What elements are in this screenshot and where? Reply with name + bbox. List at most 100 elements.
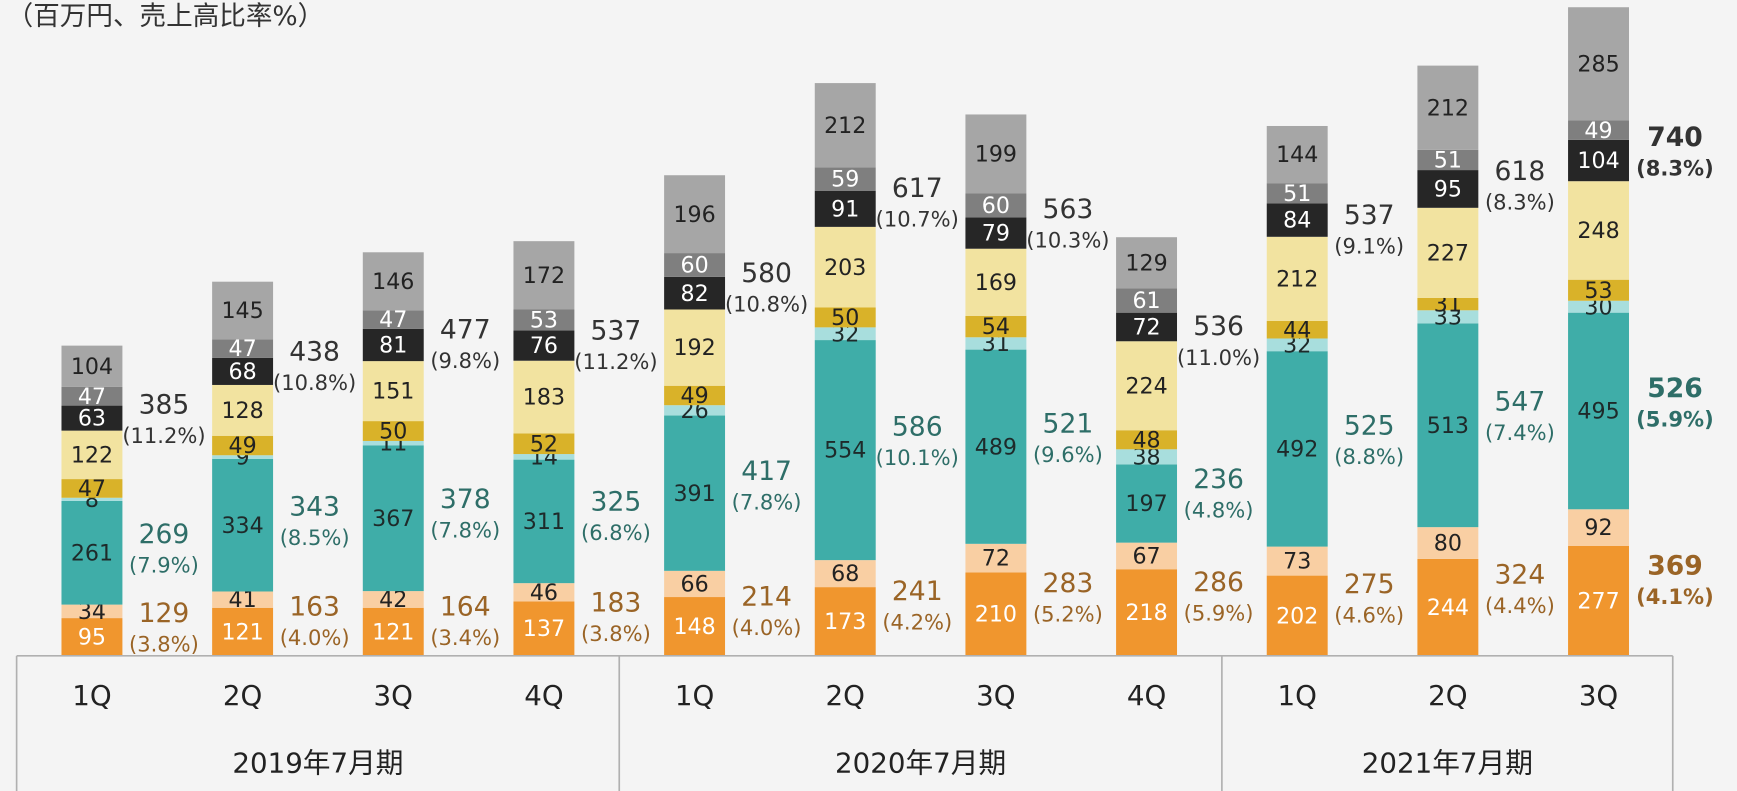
segment-label: 218	[1125, 600, 1167, 626]
group-ratio: (4.0%)	[280, 625, 350, 650]
segment-label: 61	[1132, 288, 1160, 314]
segment-label: 128	[221, 398, 263, 424]
segment-label: 212	[824, 113, 866, 139]
segment-label: 84	[1283, 208, 1311, 234]
bar-segment	[1417, 207, 1479, 298]
bar-segment	[965, 572, 1027, 656]
group-ratio: (11.0%)	[1177, 345, 1260, 370]
bar-segment	[61, 345, 123, 387]
bar-segment	[664, 570, 726, 598]
group-ratio: (8.3%)	[1485, 189, 1555, 214]
segment-label: 50	[379, 419, 407, 445]
bar-segment	[965, 248, 1027, 316]
bar-segment	[61, 618, 123, 656]
segment-label: 67	[1132, 544, 1160, 570]
group-total: 521	[1043, 409, 1094, 440]
x-tick-label: 3Q	[976, 679, 1015, 712]
segment-label: 212	[1427, 95, 1469, 121]
x-tick-label: 4Q	[524, 679, 563, 712]
group-total: 547	[1495, 387, 1546, 418]
segment-label: 80	[1434, 531, 1462, 557]
group-total: 477	[440, 315, 491, 346]
bar-segment	[664, 597, 726, 656]
bar-segment	[362, 328, 424, 362]
bar-segment	[362, 310, 424, 329]
segment-label: 285	[1577, 51, 1619, 77]
bar-segment	[513, 583, 575, 602]
bar-segment	[1266, 236, 1328, 322]
segment-label: 261	[71, 540, 113, 566]
bar-segment	[1417, 170, 1479, 208]
group-total: 369	[1647, 551, 1702, 582]
group-total: 236	[1193, 464, 1244, 495]
bar-segment	[1266, 338, 1328, 352]
group-ratio: (3.4%)	[430, 625, 500, 650]
segment-label: 202	[1276, 603, 1318, 629]
bar-segment	[1116, 312, 1178, 342]
group-ratio: (9.8%)	[430, 348, 500, 373]
bar-segment	[1568, 181, 1629, 280]
bar-segment	[61, 430, 123, 480]
bar-segment	[664, 309, 726, 386]
group-total: 283	[1043, 568, 1094, 599]
bar-segment	[362, 421, 424, 441]
segment-label: 121	[221, 619, 263, 645]
bar-segment	[1417, 149, 1479, 171]
segment-label: 53	[530, 308, 558, 334]
group-total: 563	[1043, 194, 1094, 225]
bar-segment	[1116, 288, 1178, 313]
group-total: 286	[1193, 567, 1244, 598]
group-ratio: (7.9%)	[129, 553, 199, 578]
segment-label: 72	[982, 546, 1010, 572]
segment-label: 49	[229, 433, 257, 459]
segment-label: 172	[523, 263, 565, 289]
bar-segment	[1568, 120, 1629, 140]
bar-segment	[814, 83, 876, 168]
x-tick-label: 2Q	[826, 679, 865, 712]
bar-segment	[1568, 139, 1629, 182]
bar-segment	[1116, 341, 1178, 431]
segment-label: 334	[221, 513, 263, 539]
group-total: 536	[1193, 311, 1244, 342]
segment-label: 197	[1125, 491, 1167, 517]
segment-label: 48	[1132, 427, 1160, 453]
group-ratio: (6.8%)	[581, 520, 651, 545]
bar-segment	[1417, 558, 1479, 656]
bar-segment	[212, 281, 274, 340]
segment-label: 59	[831, 167, 859, 193]
group-ratio: (10.3%)	[1026, 227, 1109, 252]
segment-label: 49	[680, 383, 708, 409]
group-total: 183	[591, 587, 642, 618]
bar-segment	[212, 591, 274, 608]
x-tick-label: 4Q	[1127, 679, 1166, 712]
bar-segment	[1417, 323, 1479, 528]
group-total: 586	[892, 412, 943, 443]
bar-segment	[1266, 321, 1328, 339]
group-ratio: (11.2%)	[122, 423, 205, 448]
bar-segment	[965, 315, 1027, 338]
group-total: 525	[1344, 411, 1395, 442]
group-ratio: (8.8%)	[1334, 444, 1404, 469]
segment-label: 104	[1577, 148, 1619, 174]
segment-label: 95	[78, 625, 106, 651]
segment-label: 66	[680, 572, 708, 598]
group-ratio: (3.8%)	[129, 632, 199, 657]
bar-segment	[212, 607, 274, 656]
group-label: 2021年7月期	[1362, 746, 1533, 779]
group-total: 537	[591, 316, 642, 347]
group-ratio: (4.1%)	[1636, 584, 1714, 609]
bar-segment	[965, 217, 1027, 249]
segment-label: 122	[71, 442, 113, 468]
segment-label: 82	[680, 281, 708, 307]
segment-label: 41	[229, 587, 257, 613]
group-total: 324	[1495, 559, 1546, 590]
segment-label: 76	[530, 333, 558, 359]
bar-segment	[61, 497, 123, 501]
group-ratio: (10.8%)	[273, 370, 356, 395]
segment-label: 495	[1577, 399, 1619, 425]
bar-segment	[212, 455, 274, 459]
bar-segment	[664, 385, 726, 406]
bar-segment	[1568, 545, 1629, 656]
bar-segment	[1266, 203, 1328, 237]
bar-segment	[1116, 569, 1178, 656]
